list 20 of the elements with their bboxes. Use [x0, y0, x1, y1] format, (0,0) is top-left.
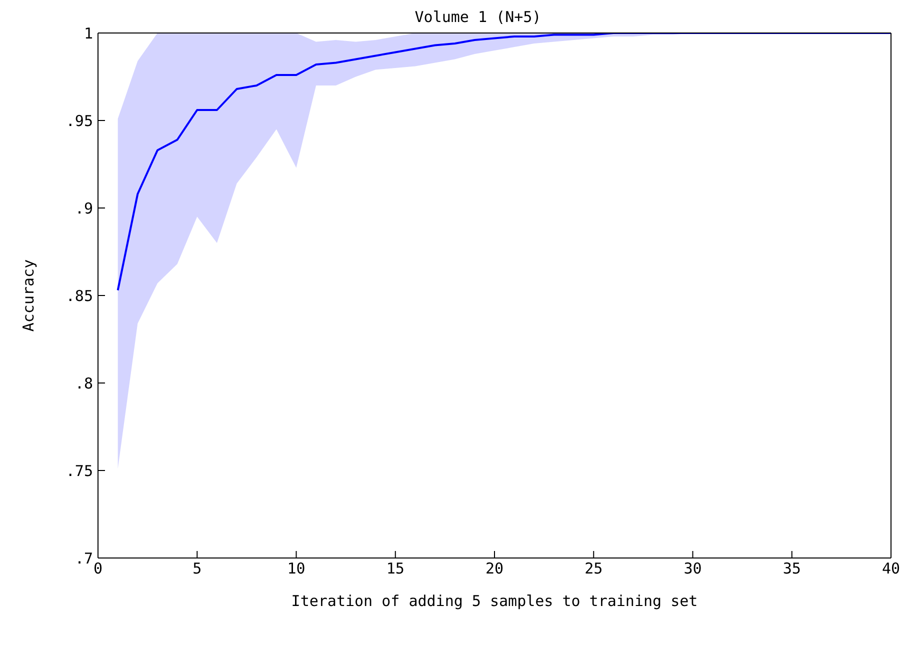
y-tick-label: .9 [74, 199, 93, 218]
x-tick-label: 35 [782, 560, 801, 578]
y-tick-label: .8 [74, 374, 93, 392]
x-tick-label: 15 [386, 560, 404, 578]
x-tick-label: 25 [584, 560, 603, 578]
x-tick-label: 0 [93, 560, 103, 578]
x-tick-label: 40 [882, 560, 900, 578]
x-tick-label: 20 [485, 560, 504, 578]
x-tick-label: 10 [287, 560, 306, 578]
line-series [116, 33, 891, 292]
x-tick-label: 5 [192, 560, 202, 578]
y-tick-label: .7 [74, 549, 93, 568]
y-tick-label: .75 [66, 462, 93, 480]
x-axis-title: Iteration of adding 5 samples to training set [291, 592, 698, 610]
y-tick-label: 1 [84, 24, 93, 42]
chart-title: Volume 1 (N+5) [414, 8, 542, 26]
x-tick-label: 30 [684, 560, 702, 578]
y-axis-title: Accuracy [19, 259, 38, 332]
y-tick-label: .95 [66, 112, 93, 130]
y-tick-label: .85 [66, 286, 93, 305]
